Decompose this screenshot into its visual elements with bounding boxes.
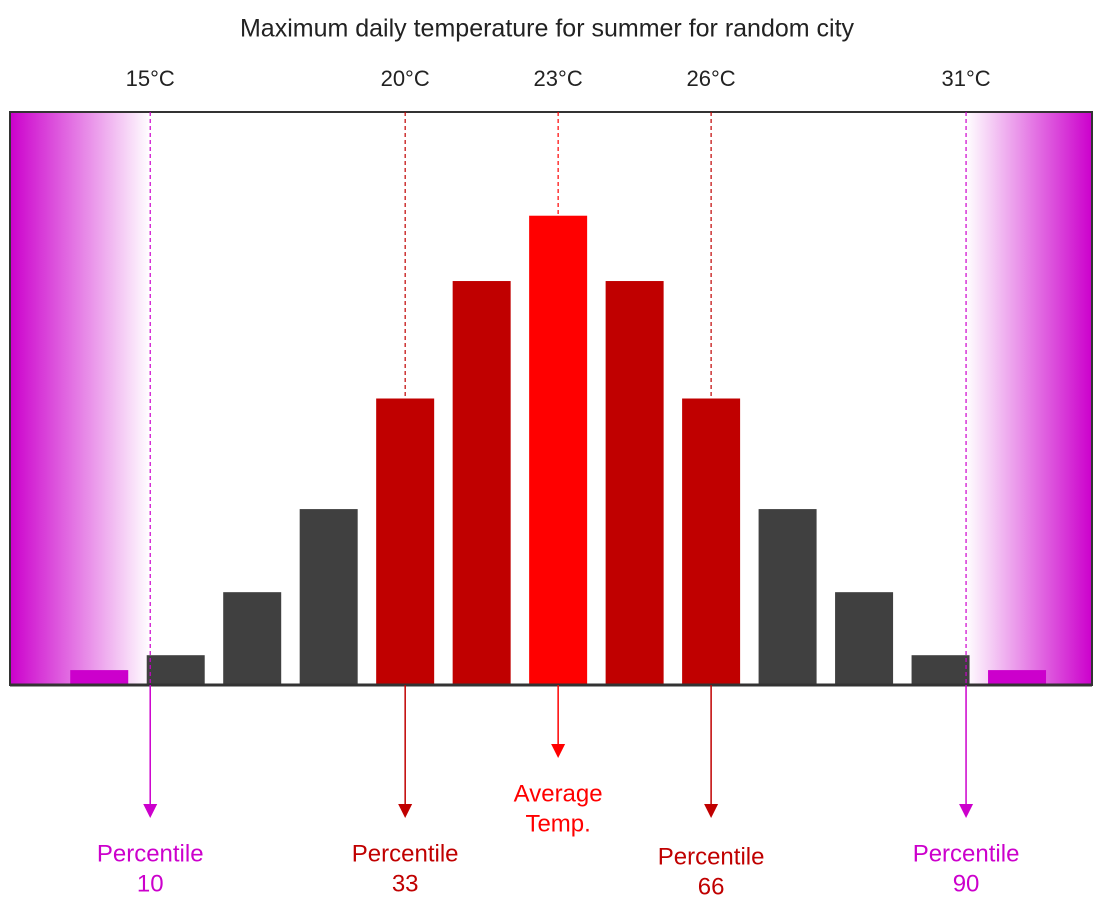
- marker-annotation: Percentile: [97, 840, 204, 867]
- marker-label: 26°C: [687, 66, 736, 91]
- arrow-head: [398, 804, 413, 818]
- bar: [70, 670, 129, 685]
- arrow-head: [551, 744, 566, 758]
- marker-label: 23°C: [534, 66, 583, 91]
- bar: [758, 509, 817, 685]
- bar: [682, 398, 741, 685]
- bar: [605, 281, 664, 685]
- marker-annotation: Average: [514, 780, 603, 807]
- bar: [988, 670, 1047, 685]
- bar: [835, 592, 894, 685]
- bar: [146, 655, 205, 685]
- bar: [376, 398, 435, 685]
- marker-annotation: 33: [392, 870, 419, 897]
- bar: [223, 592, 282, 685]
- arrow-head: [704, 804, 719, 818]
- arrow-head: [959, 804, 974, 818]
- marker-annotation: 90: [953, 870, 980, 897]
- marker-label: 15°C: [126, 66, 175, 91]
- marker-annotation: Percentile: [913, 840, 1020, 867]
- high-zone: [966, 112, 1092, 685]
- marker-annotation: Temp.: [525, 810, 590, 837]
- arrow-head: [143, 804, 158, 818]
- bar: [911, 655, 970, 685]
- marker-label: 31°C: [941, 66, 990, 91]
- chart-title: Maximum daily temperature for summer for…: [240, 15, 855, 43]
- marker-annotation: 10: [137, 870, 164, 897]
- low-zone: [10, 112, 151, 685]
- bar: [299, 509, 358, 685]
- marker-annotation: 66: [698, 873, 725, 900]
- bar: [529, 215, 588, 685]
- bar: [452, 281, 511, 685]
- marker-annotation: Percentile: [352, 840, 459, 867]
- marker-label: 20°C: [381, 66, 430, 91]
- marker-annotation: Percentile: [658, 843, 765, 870]
